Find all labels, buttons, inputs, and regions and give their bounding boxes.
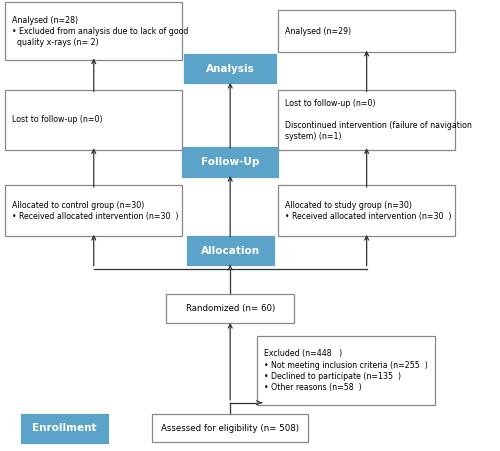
Text: Enrollment: Enrollment: [32, 423, 96, 433]
Text: Allocated to study group (n=30)
• Received allocated intervention (n=30  ): Allocated to study group (n=30) • Receiv…: [285, 201, 452, 221]
FancyBboxPatch shape: [187, 236, 274, 266]
FancyBboxPatch shape: [278, 90, 456, 150]
FancyBboxPatch shape: [258, 336, 435, 405]
Text: Lost to follow-up (n=0): Lost to follow-up (n=0): [12, 115, 102, 124]
FancyBboxPatch shape: [166, 294, 294, 322]
FancyBboxPatch shape: [278, 185, 456, 236]
FancyBboxPatch shape: [182, 147, 278, 177]
Text: Analysed (n=29): Analysed (n=29): [285, 27, 351, 36]
Text: Follow-Up: Follow-Up: [201, 157, 260, 167]
FancyBboxPatch shape: [184, 54, 276, 83]
Text: Allocation: Allocation: [200, 246, 260, 256]
FancyBboxPatch shape: [20, 414, 108, 443]
Text: Allocated to control group (n=30)
• Received allocated intervention (n=30  ): Allocated to control group (n=30) • Rece…: [12, 201, 178, 221]
Text: Analysis: Analysis: [206, 64, 254, 74]
Text: Lost to follow-up (n=0)

Discontinued intervention (failure of navigation
system: Lost to follow-up (n=0) Discontinued int…: [285, 99, 472, 141]
FancyBboxPatch shape: [278, 10, 456, 52]
FancyBboxPatch shape: [5, 185, 182, 236]
Text: Excluded (n=448   )
• Not meeting inclusion criteria (n=255  )
• Declined to par: Excluded (n=448 ) • Not meeting inclusio…: [264, 350, 428, 392]
Text: Randomized (n= 60): Randomized (n= 60): [186, 304, 275, 313]
FancyBboxPatch shape: [152, 414, 308, 442]
FancyBboxPatch shape: [5, 2, 182, 60]
FancyBboxPatch shape: [5, 90, 182, 150]
Text: Assessed for eligibility (n= 508): Assessed for eligibility (n= 508): [161, 424, 299, 433]
Text: Analysed (n=28)
• Excluded from analysis due to lack of good
  quality x-rays (n: Analysed (n=28) • Excluded from analysis…: [12, 15, 188, 47]
